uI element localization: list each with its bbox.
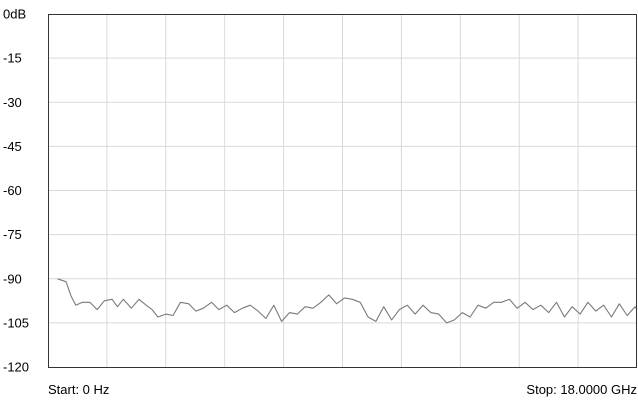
x-start-label: Start: 0 Hz xyxy=(48,382,109,397)
plot-frame xyxy=(48,14,637,368)
y-tick-label: -105 xyxy=(3,315,29,330)
y-tick-label: -75 xyxy=(3,227,22,242)
y-tick-label: -45 xyxy=(3,139,22,154)
y-tick-label: -15 xyxy=(3,51,22,66)
y-axis-tick-labels: 0dB -15 -30 -45 -60 -75 -90 -105 -120 xyxy=(3,7,29,375)
y-tick-label: 0dB xyxy=(3,7,26,22)
y-tick-label: -120 xyxy=(3,360,29,375)
x-stop-label: Stop: 18.0000 GHz xyxy=(526,382,637,397)
horizontal-gridlines xyxy=(48,57,637,324)
y-tick-label: -90 xyxy=(3,271,22,286)
y-tick-label: -60 xyxy=(3,183,22,198)
trace-line xyxy=(57,278,638,324)
y-tick-label: -30 xyxy=(3,95,22,110)
